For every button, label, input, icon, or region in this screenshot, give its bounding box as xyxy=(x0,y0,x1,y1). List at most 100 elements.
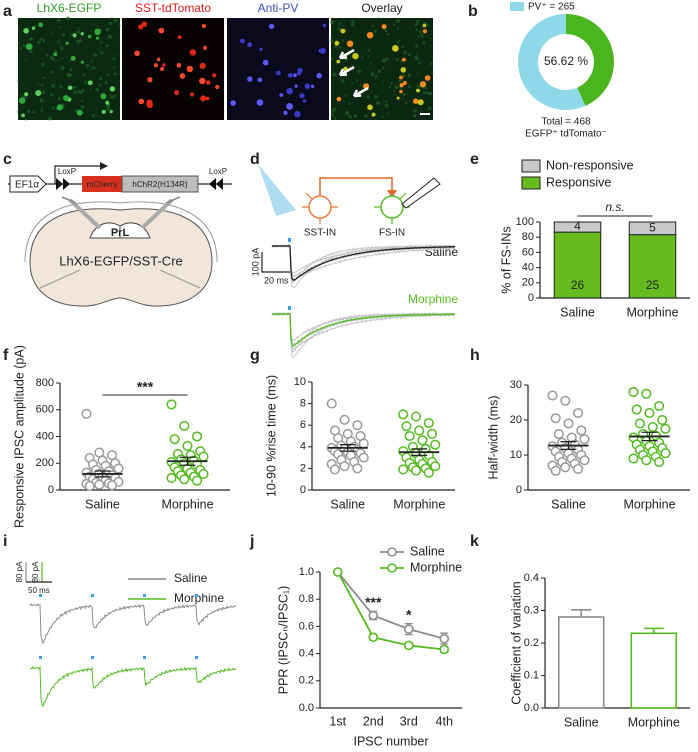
cell xyxy=(366,32,374,39)
legend-swatch xyxy=(510,2,524,11)
construct-label: hChR2(H134R) xyxy=(132,180,187,189)
micrograph xyxy=(227,18,329,120)
texture xyxy=(39,98,44,103)
texture xyxy=(393,94,396,96)
annotation: * xyxy=(406,606,412,622)
stimulus xyxy=(39,594,42,597)
texture xyxy=(29,81,31,83)
mouse-line: LhX6-EGFP/SST-Cre xyxy=(59,253,183,268)
stimulus xyxy=(288,306,291,310)
y-tick-label: 6 xyxy=(300,419,306,431)
y-tick-label: 1.0 xyxy=(299,566,314,578)
texture xyxy=(98,84,102,87)
cell xyxy=(279,93,284,97)
legend-marker xyxy=(387,547,397,557)
texture xyxy=(367,48,370,52)
texture xyxy=(72,90,77,95)
texture xyxy=(374,94,378,99)
texture xyxy=(19,47,23,50)
cell xyxy=(302,99,307,103)
texture xyxy=(330,113,334,117)
data-point xyxy=(411,411,422,422)
data-point xyxy=(326,398,337,409)
texture xyxy=(428,91,433,96)
x-tick-label: 2nd xyxy=(363,714,384,728)
texture xyxy=(353,114,358,118)
texture xyxy=(28,37,32,41)
legend-text: Non-responsive xyxy=(546,158,634,172)
texture xyxy=(100,50,104,55)
texture xyxy=(407,85,412,89)
texture xyxy=(55,108,58,111)
cell xyxy=(212,73,217,78)
trace xyxy=(271,244,456,282)
texture xyxy=(420,33,423,36)
scale-label: 20 ms xyxy=(264,275,289,285)
y-tick-label: 40 xyxy=(522,262,534,274)
texture xyxy=(104,81,108,85)
data-point xyxy=(563,418,574,429)
scale-label: 100 pA xyxy=(250,248,260,277)
error-bar xyxy=(571,609,592,617)
texture xyxy=(81,89,85,93)
texture xyxy=(37,40,41,45)
y-tick-label: 0.8 xyxy=(299,593,314,605)
y-axis-label: Coefficient of variation xyxy=(509,581,523,704)
texture xyxy=(338,46,342,49)
texture xyxy=(427,106,432,111)
texture xyxy=(431,72,434,75)
texture xyxy=(370,72,375,77)
arrow xyxy=(338,65,355,77)
texture xyxy=(348,102,352,105)
texture xyxy=(414,23,418,27)
data-point xyxy=(579,455,590,466)
texture xyxy=(95,87,99,92)
cell xyxy=(381,24,387,30)
stimulus xyxy=(143,594,146,597)
y-tick-label: 0.3 xyxy=(524,604,539,616)
data-point xyxy=(439,644,450,655)
data-point xyxy=(398,464,409,475)
texture xyxy=(57,59,60,62)
texture xyxy=(344,94,347,97)
y-tick-label: 0.0 xyxy=(524,702,539,714)
texture xyxy=(69,33,72,37)
cell xyxy=(19,97,26,104)
data-point xyxy=(654,456,665,468)
texture xyxy=(385,57,389,61)
data-point xyxy=(179,474,190,485)
texture xyxy=(90,60,94,63)
cell xyxy=(134,50,140,57)
texture xyxy=(45,53,49,57)
y-tick-label: 0 xyxy=(516,484,522,496)
legend-marker xyxy=(387,563,397,573)
panel-letter: f xyxy=(3,347,9,364)
data-point xyxy=(166,399,177,410)
cell xyxy=(286,87,294,95)
data-point xyxy=(401,421,412,432)
x-tick-label: Saline xyxy=(551,497,586,511)
data-point xyxy=(411,465,422,476)
texture xyxy=(41,106,44,110)
cell xyxy=(186,65,193,73)
texture xyxy=(384,103,389,108)
texture xyxy=(85,63,90,68)
texture xyxy=(66,16,70,21)
data-point xyxy=(654,400,665,412)
legend-text: PV⁺ = 265 xyxy=(528,2,575,13)
texture xyxy=(47,116,52,121)
data-point xyxy=(427,428,438,439)
x-tick-label: Saline xyxy=(85,497,120,511)
legend-text: Morphine xyxy=(174,591,224,605)
cell xyxy=(80,60,84,64)
texture xyxy=(113,72,117,76)
texture xyxy=(76,39,80,44)
pie-slice xyxy=(566,14,614,106)
data-point xyxy=(198,468,209,480)
cell xyxy=(147,77,153,83)
legend-swatch xyxy=(521,176,541,190)
y-tick-label: 0 xyxy=(48,484,54,496)
texture xyxy=(82,73,86,77)
data-point xyxy=(628,453,639,464)
construct-label: LoxP xyxy=(58,167,76,176)
